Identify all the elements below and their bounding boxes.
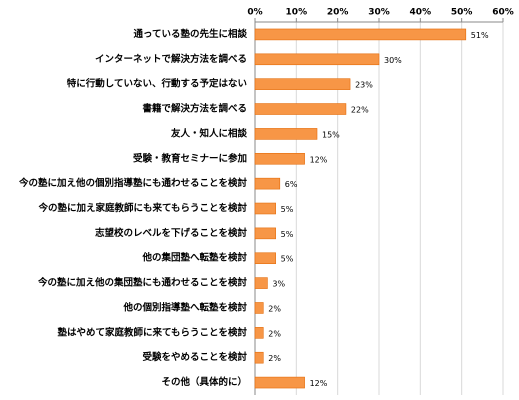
category-label: 通っている塾の先生に相談 <box>133 28 247 40</box>
category-label: 志望校のレベルを下げることを検討 <box>95 227 248 239</box>
data-label: 30% <box>384 56 402 65</box>
category-label: インターネットで解決方法を調べる <box>95 53 247 65</box>
bar <box>254 227 276 240</box>
category-label: その他（具体的に） <box>161 376 247 388</box>
bar <box>254 327 264 339</box>
bar <box>254 103 347 115</box>
category-label: 書籍で解決方法を調べる <box>142 103 247 115</box>
bar <box>254 128 318 140</box>
x-tick-label: 30% <box>368 8 390 18</box>
data-label: 12% <box>310 379 328 388</box>
data-label: 5% <box>281 255 294 264</box>
x-tick-label: 40% <box>410 8 432 18</box>
x-tick-label: 10% <box>286 8 308 18</box>
x-tick-label: 0% <box>247 8 262 18</box>
bar <box>254 78 351 90</box>
data-label: 15% <box>322 130 340 139</box>
bar <box>254 152 305 165</box>
bar <box>254 53 380 66</box>
category-label: 他の集団塾へ転塾を検討 <box>141 252 247 264</box>
category-label: 他の個別指導塾へ転塾を検討 <box>122 301 247 313</box>
data-label: 51% <box>471 31 489 40</box>
bar <box>254 252 276 265</box>
x-tick-label: 50% <box>451 8 473 18</box>
data-label: 2% <box>268 354 281 363</box>
category-label: 特に行動していない、行動する予定はない <box>67 78 247 90</box>
data-label: 2% <box>268 304 281 313</box>
data-label: 23% <box>355 81 373 90</box>
bar <box>254 302 264 314</box>
category-label: 塾はやめて家庭教師に来てもらうことを検討 <box>57 326 247 338</box>
x-tick-label: 60% <box>492 8 514 18</box>
category-label: 今の塾に加え他の集団塾にも通わせることを検討 <box>37 277 248 289</box>
bar <box>254 28 467 41</box>
bar <box>254 202 276 215</box>
category-label: 今の塾に加え家庭教師にも来てもらうことを検討 <box>37 202 247 214</box>
data-label: 5% <box>281 205 294 214</box>
category-label: 受験・教育セミナーに参加 <box>133 152 247 164</box>
bar <box>254 351 264 364</box>
data-label: 12% <box>310 155 328 164</box>
bar <box>254 277 268 289</box>
data-label: 22% <box>351 106 369 115</box>
category-label: 受験をやめることを検討 <box>142 351 247 363</box>
data-label: 5% <box>281 230 294 239</box>
category-label: 今の塾に加え他の個別指導塾にも通わせることを検討 <box>18 177 248 189</box>
data-label: 3% <box>272 280 285 289</box>
bar <box>254 177 281 190</box>
bar <box>254 376 305 389</box>
x-tick-label: 20% <box>327 8 349 18</box>
data-label: 2% <box>268 329 281 338</box>
data-label: 6% <box>285 180 298 189</box>
category-label: 友人・知人に相談 <box>170 127 248 139</box>
